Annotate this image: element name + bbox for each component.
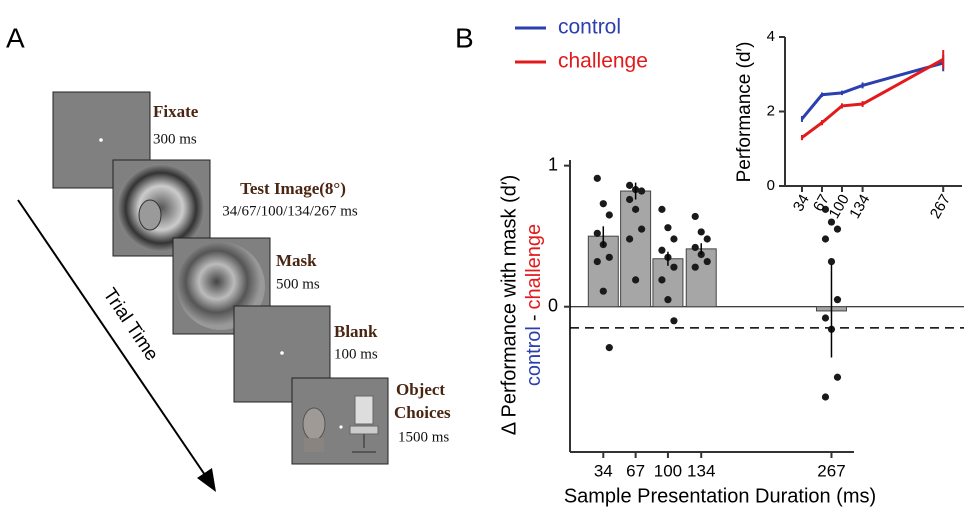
x-tick-label: 34 [790, 191, 813, 214]
data-point [833, 225, 842, 233]
data-point [703, 235, 711, 243]
y-tick-label: 0 [548, 295, 558, 315]
data-point [626, 235, 634, 243]
x-tick-label: 100 [826, 191, 853, 221]
y-tick-label: 1 [548, 154, 558, 174]
data-point [593, 257, 601, 266]
data-point [664, 224, 672, 232]
data-point [664, 296, 672, 304]
y-axis-label: Δ Performance with mask (d′) [498, 175, 520, 436]
data-point [670, 235, 678, 243]
bar [685, 248, 717, 308]
data-point [658, 205, 666, 213]
data-point [821, 205, 830, 213]
legend-label: control [558, 16, 621, 39]
face-choice [302, 407, 326, 441]
step-title: Blank [334, 322, 378, 341]
data-point [670, 263, 678, 271]
x-tick-label: 67 [626, 461, 645, 480]
data-point [599, 200, 607, 208]
data-point [605, 344, 613, 352]
panel-label: B [455, 22, 474, 53]
data-point [821, 235, 830, 243]
label-part: - [523, 314, 545, 321]
data-point [691, 243, 699, 252]
x-axis-label: Sample Presentation Duration (ms) [564, 485, 876, 507]
step-duration: 500 ms [276, 276, 320, 292]
data-point [658, 246, 666, 254]
data-point [638, 187, 646, 195]
data-point [691, 263, 699, 271]
y-tick-label: 2 [767, 102, 775, 119]
step-duration: 300 ms [153, 131, 197, 147]
step-title: Fixate [153, 102, 199, 121]
data-point [632, 205, 640, 213]
panel-label: A [6, 22, 25, 53]
step-title: Choices [394, 403, 451, 422]
data-point [593, 174, 601, 182]
data-point [658, 276, 666, 284]
arrow-label: Trial Time [99, 285, 163, 365]
data-point [821, 393, 830, 401]
legend-label: challenge [558, 50, 648, 73]
data-point [605, 253, 613, 261]
x-tick-label: 267 [927, 191, 954, 221]
data-point [827, 218, 836, 226]
data-point [691, 212, 699, 221]
face-shape [138, 199, 162, 231]
series-line [801, 58, 944, 139]
data-point [632, 276, 640, 284]
data-point [605, 211, 613, 219]
x-tick-label: 134 [846, 191, 873, 221]
x-tick-label: 34 [594, 461, 613, 480]
data-point [833, 296, 842, 304]
time-arrow [17, 199, 206, 476]
data-point [626, 181, 634, 189]
data-point [638, 225, 646, 233]
data-point [599, 287, 607, 295]
fixation-dot [280, 351, 284, 355]
chair-back [354, 395, 374, 425]
y-tick-label: 0 [767, 177, 775, 194]
data-point [697, 228, 705, 236]
arrow-head [197, 468, 216, 492]
x-tick-label: 267 [817, 461, 845, 480]
data-point [703, 257, 711, 266]
fixation-dot [99, 138, 103, 142]
data-point [670, 317, 678, 325]
step-title: Test Image(8°) [240, 179, 346, 198]
y-tick-label: 4 [767, 28, 775, 45]
step-title: Mask [276, 251, 317, 270]
x-tick-label: 100 [654, 461, 682, 480]
y-axis-label-2: control - challenge [523, 224, 545, 386]
y-axis-label: Performance (d′) [734, 42, 755, 183]
x-tick-label: 67 [810, 191, 833, 214]
step-duration: 100 ms [334, 346, 378, 362]
label-part: challenge [523, 224, 545, 310]
data-point [833, 373, 842, 381]
data-point [821, 314, 830, 322]
step-title: Object [396, 380, 445, 399]
step-duration: 1500 ms [398, 429, 449, 445]
label-part: control [523, 326, 545, 386]
step-duration: 34/67/100/134/267 ms [222, 203, 358, 219]
test-image [117, 164, 205, 252]
fixation-dot [339, 425, 343, 429]
x-tick-label: 134 [687, 461, 715, 480]
data-point [593, 229, 601, 237]
chair-base [352, 434, 376, 453]
data-point [626, 195, 634, 204]
chair-seat [349, 425, 379, 435]
face-neck [304, 438, 324, 452]
data-point [827, 257, 836, 266]
